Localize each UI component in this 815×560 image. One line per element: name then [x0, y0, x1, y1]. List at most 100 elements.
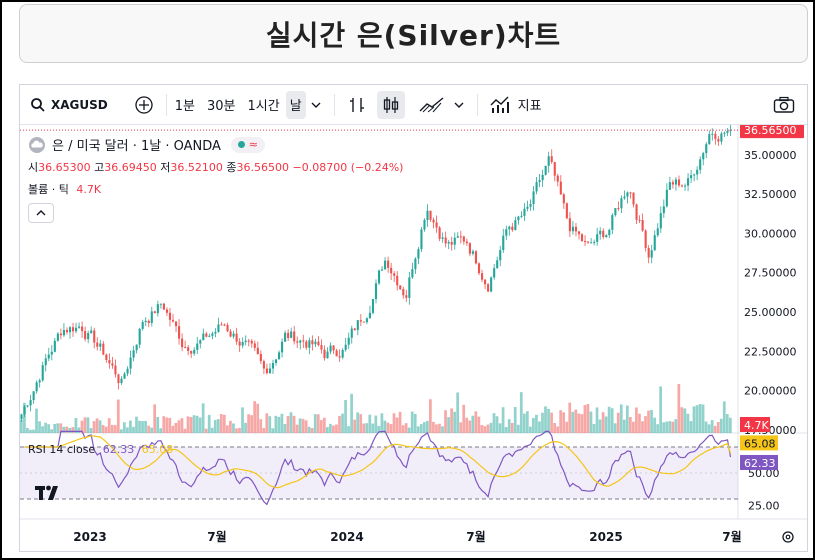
area-style-button[interactable]	[415, 91, 449, 119]
interval-30m[interactable]: 30분	[203, 91, 240, 119]
volume-bar	[195, 415, 199, 433]
volume-bar	[141, 421, 144, 433]
plus-circle-icon	[135, 95, 153, 114]
candle-body	[444, 237, 447, 244]
volume-bar	[247, 414, 250, 433]
interval-dropdown[interactable]	[306, 91, 326, 119]
candle-body	[374, 283, 378, 300]
volume-bar	[668, 421, 672, 433]
volume-bar	[138, 420, 141, 433]
time-tick-label: 2024	[330, 530, 363, 544]
volume-bar	[532, 417, 535, 433]
volume-bar	[171, 425, 175, 433]
market-status-badge[interactable]: ≈	[230, 136, 265, 153]
symbol-search[interactable]: XAGUSD	[26, 91, 112, 119]
volume-bar	[380, 413, 384, 433]
candle-body	[656, 228, 659, 236]
volume-bar	[653, 417, 656, 433]
volume-bar	[453, 411, 456, 433]
volume-bar	[522, 413, 526, 433]
collapse-legend-button[interactable]	[28, 203, 54, 223]
compare-button[interactable]	[130, 91, 158, 119]
candle-body	[665, 189, 668, 207]
volume-bar	[480, 424, 484, 433]
candle-body	[623, 196, 626, 199]
candle-body	[602, 230, 605, 238]
volume-bar	[510, 422, 514, 433]
volume-bar	[307, 426, 311, 433]
volume-bar	[389, 424, 393, 433]
candle-body	[714, 133, 717, 139]
volume-bar	[553, 422, 556, 433]
interval-1m[interactable]: 1분	[171, 91, 199, 119]
price-tick-label: 35.00000	[744, 149, 797, 162]
candle-body	[541, 174, 544, 181]
volume-bar	[250, 415, 253, 433]
cloud-icon	[29, 136, 45, 153]
candle-body	[65, 329, 69, 333]
candle-body	[414, 258, 417, 270]
volume-bar	[238, 427, 241, 433]
volume-value: 4.7K	[76, 183, 102, 196]
style-dropdown[interactable]	[449, 91, 469, 119]
interval-1d[interactable]: 날	[285, 90, 306, 119]
volume-bar	[159, 428, 163, 433]
volume-bar	[686, 413, 690, 433]
tradingview-logo-icon[interactable]	[34, 481, 64, 503]
candle-body	[729, 130, 732, 132]
candles-group	[20, 125, 732, 422]
volume-bar	[589, 411, 593, 433]
settings-gear-icon[interactable]	[782, 531, 794, 543]
candle-body	[323, 349, 326, 359]
candle-body	[384, 260, 387, 270]
candle-style-button[interactable]	[376, 90, 405, 119]
candle-body	[326, 351, 329, 359]
rsi-badge-bg	[740, 454, 778, 470]
volume-bar	[550, 412, 553, 433]
volume-bar	[677, 383, 681, 433]
volume-bar	[541, 412, 544, 433]
volume-bar	[310, 428, 314, 433]
chart-canvas[interactable]: 37.5000035.0000032.5000030.0000027.50000…	[20, 125, 808, 552]
volume-bar	[107, 418, 111, 433]
candle-body	[290, 331, 293, 338]
volume-bar	[632, 421, 635, 433]
volume-bar	[692, 406, 696, 433]
chevron-down-icon	[311, 102, 321, 108]
candle-body	[223, 324, 226, 326]
indicators-button[interactable]: 지표	[486, 91, 546, 119]
candle-body	[305, 341, 308, 348]
candle-body	[580, 234, 584, 242]
candle-body	[35, 382, 38, 392]
candle-body	[235, 333, 238, 342]
volume-bar	[162, 416, 166, 433]
close-label: 종	[226, 161, 237, 174]
candle-body	[596, 234, 599, 242]
volume-bar	[256, 403, 260, 433]
candle-body	[526, 206, 529, 209]
candle-body	[90, 330, 93, 334]
volume-bar	[332, 425, 335, 433]
candle-body	[111, 363, 114, 366]
candle-body	[438, 227, 441, 239]
volume-bar	[638, 413, 641, 433]
volume-bar	[265, 413, 269, 433]
volume-bar	[492, 413, 496, 433]
bar-style-button[interactable]	[343, 91, 371, 119]
volume-bar	[513, 407, 517, 433]
last-volume-badge-bg	[740, 417, 770, 432]
volume-bar	[671, 421, 675, 433]
snapshot-button[interactable]	[769, 91, 799, 119]
gear-ring	[782, 531, 794, 543]
interval-1h[interactable]: 1시간	[244, 91, 284, 119]
candle-body	[338, 356, 341, 358]
volume-bar	[429, 399, 432, 433]
candle-body	[593, 241, 596, 243]
volume-bar	[207, 414, 211, 433]
rsi-badge-text: 62.33	[744, 457, 776, 470]
candle-body	[435, 222, 438, 228]
candle-body	[608, 229, 611, 236]
candle-body	[56, 333, 59, 341]
volume-bar	[565, 421, 569, 433]
volume-bar	[262, 428, 266, 433]
